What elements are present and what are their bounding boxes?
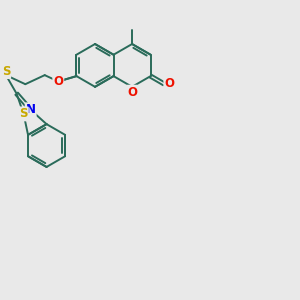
Text: N: N	[26, 103, 36, 116]
Text: O: O	[127, 86, 137, 99]
Text: S: S	[2, 65, 10, 78]
Text: S: S	[19, 107, 28, 120]
Text: O: O	[164, 77, 174, 90]
Text: O: O	[53, 75, 63, 88]
